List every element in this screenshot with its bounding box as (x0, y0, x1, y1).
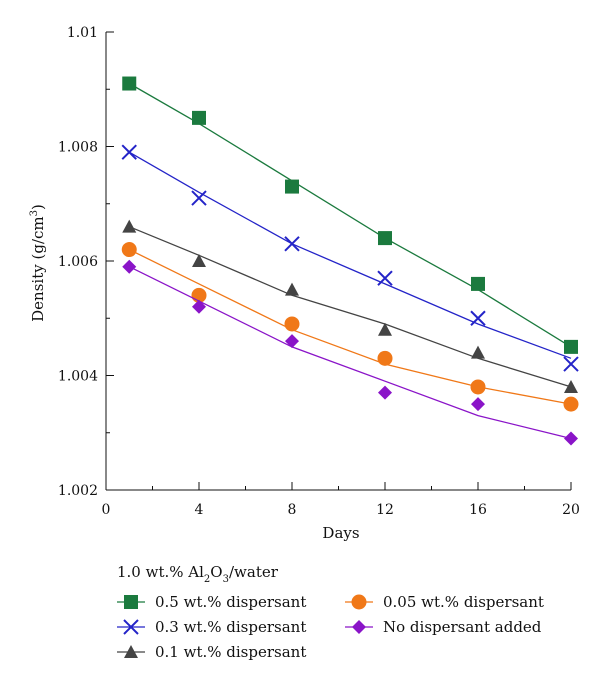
x-tick-label: 0 (102, 502, 111, 518)
legend-label: No dispersant added (383, 618, 542, 636)
series-2-point-2 (191, 190, 207, 206)
legend-marker (352, 620, 366, 634)
series-1-point-3 (285, 179, 299, 194)
x-axis-title: Days (322, 524, 359, 542)
series-line-4 (129, 249, 572, 405)
series-3-point-4 (378, 322, 392, 336)
legend-marker (123, 619, 139, 635)
legend-label: 0.5 wt.% dispersant (155, 593, 306, 611)
series-4-point-5 (470, 379, 486, 395)
legend-label: 0.3 wt.% dispersant (155, 618, 306, 636)
y-tick-label: 1.008 (58, 140, 98, 156)
series-line-5 (129, 266, 572, 440)
series-2-point-1 (121, 144, 137, 160)
series-4-point-6 (563, 396, 579, 412)
legend-entry-4: 0.05 wt.% dispersant (345, 593, 544, 611)
legend: 1.0 wt.% Al2O3/water 0.5 wt.% dispersant… (117, 563, 544, 661)
legend-label: 0.05 wt.% dispersant (383, 593, 544, 611)
series-4-point-4 (377, 350, 393, 366)
series-5-point-6 (564, 431, 578, 446)
x-tick-label: 12 (376, 502, 394, 518)
legend-label: 0.1 wt.% dispersant (155, 643, 306, 661)
legend-entry-5: No dispersant added (345, 618, 542, 636)
series-1-point-4 (378, 231, 392, 246)
series-line-2 (128, 151, 572, 359)
x-tick-label: 4 (195, 502, 204, 518)
legend-title: 1.0 wt.% Al2O3/water (117, 563, 279, 585)
series-2-point-5 (470, 310, 486, 326)
series-3-point-5 (471, 345, 485, 359)
series-line-3 (129, 226, 572, 388)
y-axis-title: Density (g/cm3) (29, 204, 47, 322)
series-4-point-1 (121, 242, 137, 258)
series-1-point-5 (471, 276, 485, 291)
series-3-point-3 (285, 282, 299, 296)
series-5-point-1 (122, 259, 137, 274)
series-1-point-6 (564, 339, 578, 354)
legend-marker (351, 594, 367, 610)
series-5-point-5 (471, 397, 485, 412)
series-1-point-1 (122, 76, 137, 91)
legend-entry-2: 0.3 wt.% dispersant (117, 618, 306, 636)
y-tick-label: 1.004 (58, 369, 98, 385)
series-5-point-4 (378, 385, 392, 400)
legend-entry-3: 0.1 wt.% dispersant (117, 643, 306, 661)
x-tick-label: 16 (469, 502, 487, 518)
series-3-point-6 (564, 379, 578, 393)
x-tick-label: 8 (288, 502, 297, 518)
series-5-point-2 (192, 299, 206, 314)
y-tick-label: 1.01 (67, 25, 98, 41)
axes: 0 4 8 12 16 20 1.002 1.004 1.006 1.008 1.01 (58, 25, 580, 518)
x-tick-label: 20 (562, 502, 580, 518)
y-tick-label: 1.006 (58, 254, 98, 270)
series-4-point-3 (284, 316, 300, 332)
y-tick-label: 1.002 (58, 483, 98, 499)
plot-area (121, 76, 579, 446)
series-3-point-1 (122, 219, 137, 233)
series-3-point-2 (192, 254, 206, 267)
series-1-point-2 (192, 110, 206, 125)
legend-marker (124, 645, 138, 658)
legend-entry-1: 0.5 wt.% dispersant (117, 593, 306, 611)
series-2-point-3 (284, 236, 300, 252)
series-line-1 (128, 82, 572, 348)
series-2-point-6 (563, 356, 579, 372)
legend-marker (124, 595, 138, 609)
series-5-point-3 (285, 334, 299, 349)
series-2-point-4 (377, 270, 393, 286)
